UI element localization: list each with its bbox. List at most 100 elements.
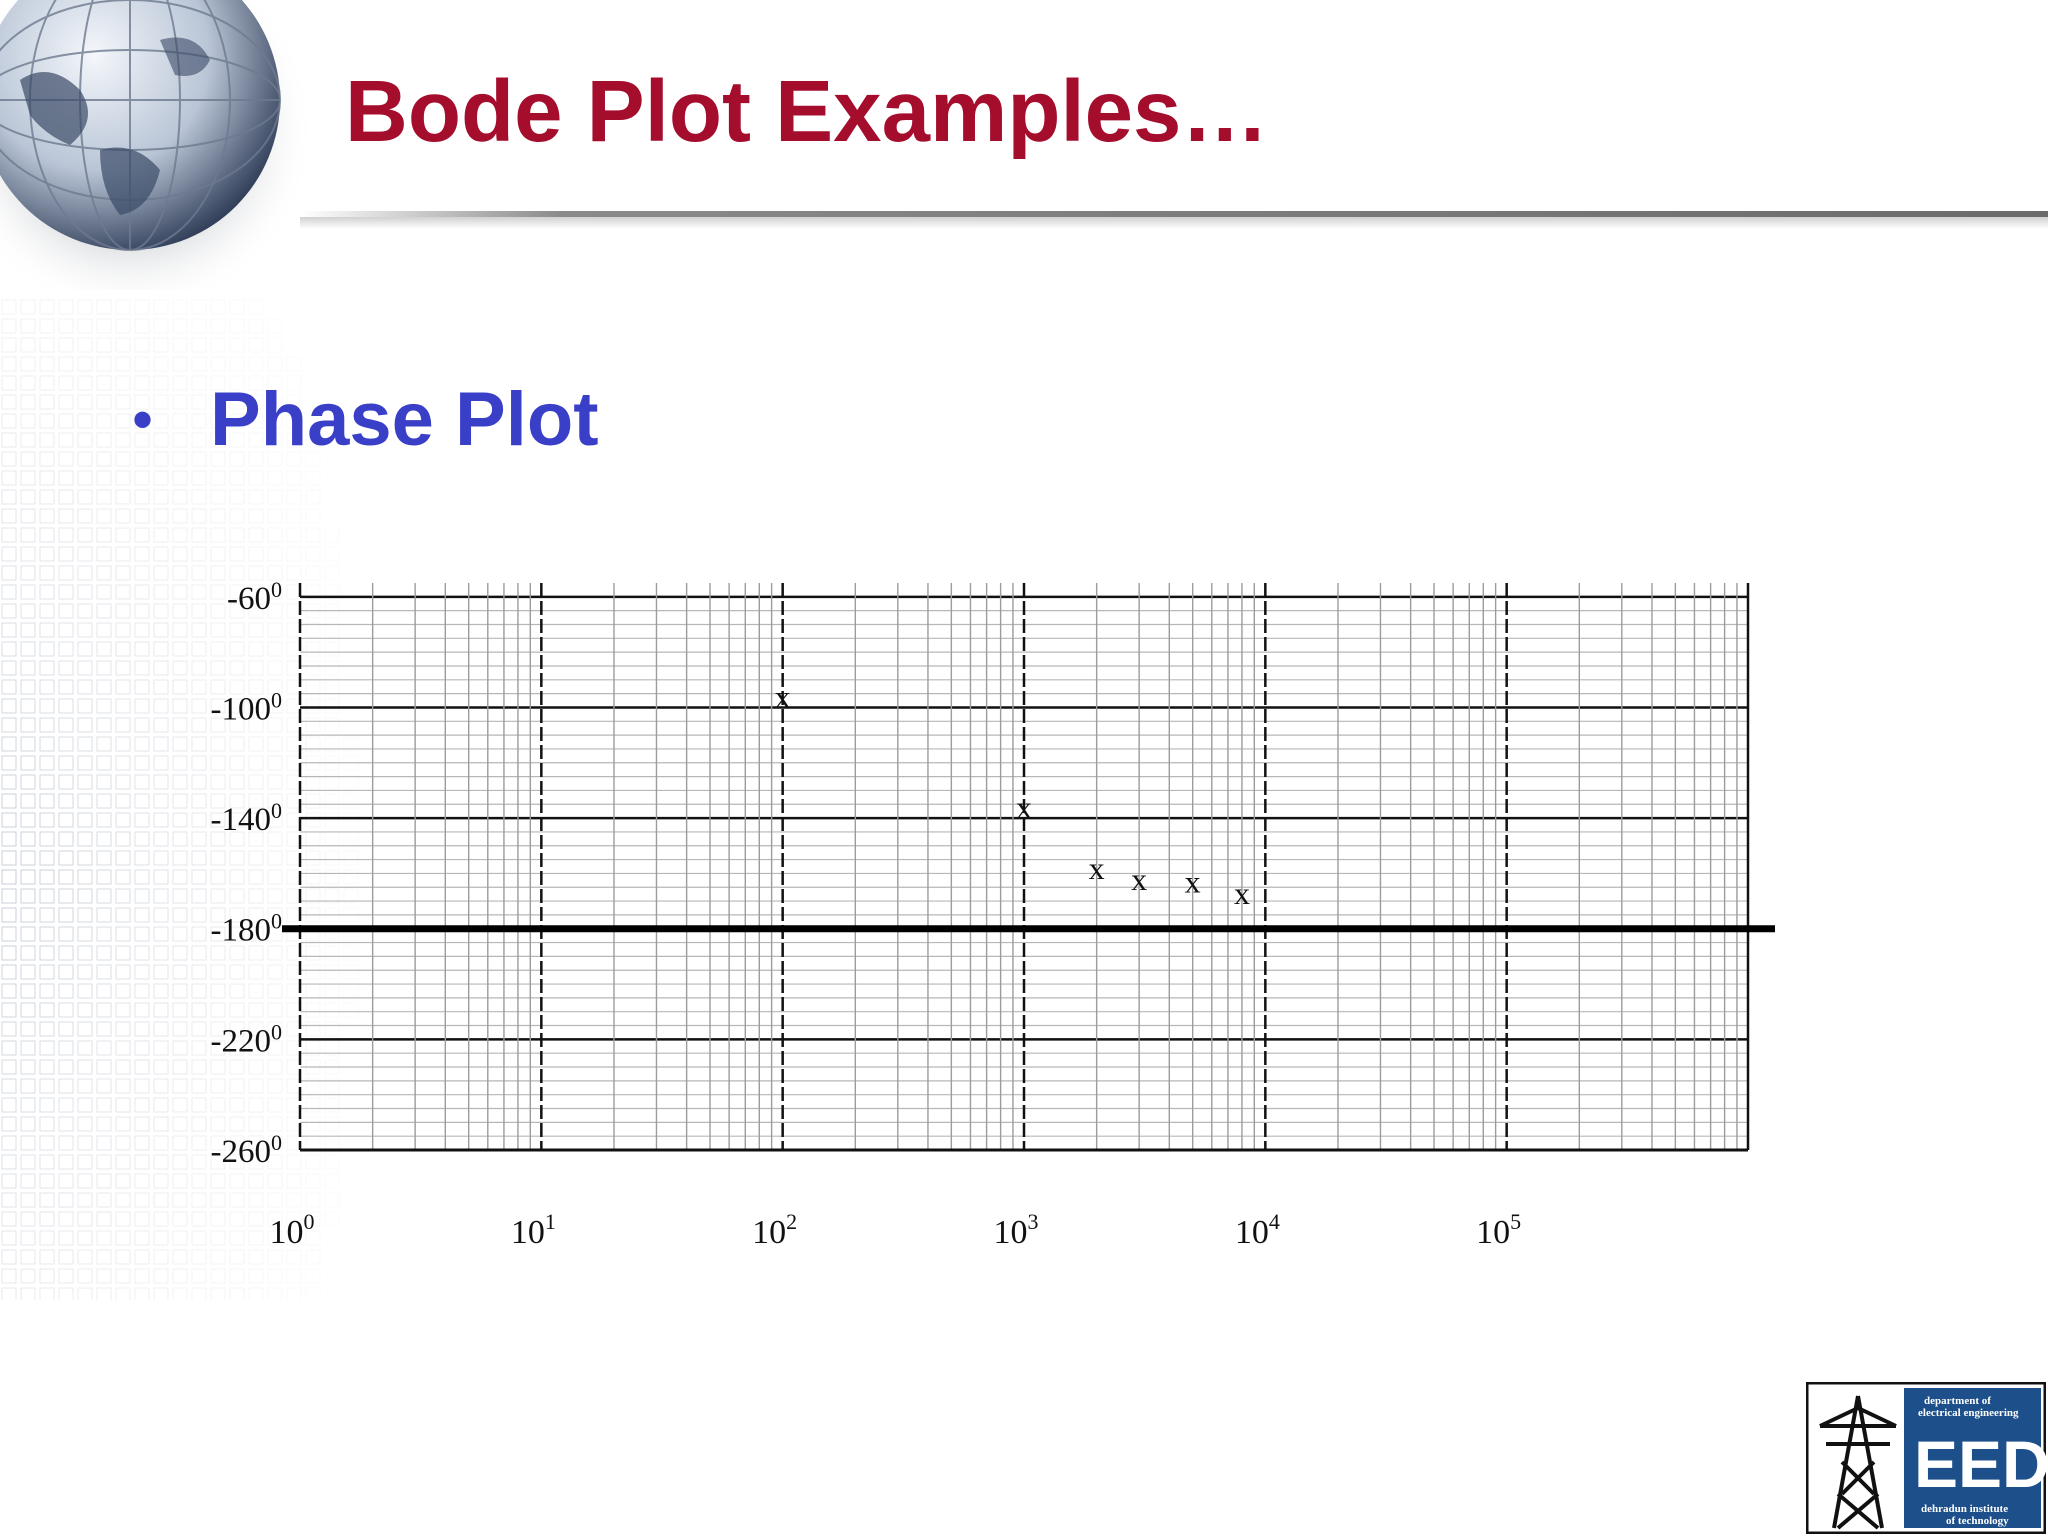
background-square bbox=[172, 660, 188, 676]
background-square bbox=[172, 508, 188, 524]
background-square bbox=[305, 793, 321, 809]
background-square bbox=[39, 1173, 55, 1189]
background-square bbox=[191, 1002, 207, 1018]
background-square bbox=[115, 679, 131, 695]
background-square bbox=[20, 888, 36, 904]
background-square bbox=[324, 565, 340, 581]
background-square bbox=[1, 1097, 17, 1113]
background-square bbox=[248, 831, 264, 847]
background-square bbox=[305, 1078, 321, 1094]
background-square bbox=[115, 698, 131, 714]
background-square bbox=[324, 641, 340, 657]
background-square bbox=[248, 1097, 264, 1113]
data-point-marker: x bbox=[775, 678, 791, 714]
background-square bbox=[1, 413, 17, 429]
background-square bbox=[191, 546, 207, 562]
background-square bbox=[134, 1059, 150, 1075]
background-square bbox=[324, 736, 340, 752]
background-square bbox=[229, 470, 245, 486]
background-square bbox=[210, 318, 226, 334]
background-square bbox=[248, 926, 264, 942]
background-square bbox=[1, 926, 17, 942]
background-square bbox=[77, 888, 93, 904]
background-square bbox=[96, 1116, 112, 1132]
background-square bbox=[305, 432, 321, 448]
background-square bbox=[153, 641, 169, 657]
background-square bbox=[20, 451, 36, 467]
background-square bbox=[210, 603, 226, 619]
background-square bbox=[172, 584, 188, 600]
background-square bbox=[172, 698, 188, 714]
background-square bbox=[210, 527, 226, 543]
background-square bbox=[58, 1154, 74, 1170]
background-square bbox=[286, 1192, 302, 1208]
background-grid-pattern bbox=[1, 299, 359, 1300]
background-square bbox=[172, 717, 188, 733]
background-square bbox=[96, 736, 112, 752]
background-square bbox=[1, 1135, 17, 1151]
background-square bbox=[115, 451, 131, 467]
background-square bbox=[134, 1249, 150, 1265]
background-square bbox=[96, 869, 112, 885]
background-square bbox=[1, 774, 17, 790]
background-square bbox=[191, 1192, 207, 1208]
background-square bbox=[248, 793, 264, 809]
background-square bbox=[191, 1287, 207, 1300]
background-square bbox=[20, 1154, 36, 1170]
background-square bbox=[134, 584, 150, 600]
background-square bbox=[20, 1002, 36, 1018]
background-square bbox=[115, 1135, 131, 1151]
background-square bbox=[229, 1268, 245, 1284]
background-square bbox=[58, 831, 74, 847]
background-square bbox=[96, 1287, 112, 1300]
background-square bbox=[267, 660, 283, 676]
background-square bbox=[286, 1287, 302, 1300]
background-square bbox=[1, 622, 17, 638]
background-square bbox=[172, 1249, 188, 1265]
background-square bbox=[210, 1268, 226, 1284]
background-square bbox=[134, 546, 150, 562]
background-square bbox=[229, 1249, 245, 1265]
background-square bbox=[77, 565, 93, 581]
background-square bbox=[96, 489, 112, 505]
background-square bbox=[286, 736, 302, 752]
background-square bbox=[39, 565, 55, 581]
background-square bbox=[229, 793, 245, 809]
background-square bbox=[58, 432, 74, 448]
logo-line-4: of technology bbox=[1946, 1515, 2009, 1527]
background-square bbox=[248, 451, 264, 467]
background-square bbox=[77, 413, 93, 429]
background-square bbox=[39, 793, 55, 809]
background-square bbox=[20, 1173, 36, 1189]
background-square bbox=[305, 1211, 321, 1227]
background-square bbox=[1, 1230, 17, 1246]
background-square bbox=[267, 945, 283, 961]
background-square bbox=[267, 356, 283, 372]
background-square bbox=[191, 451, 207, 467]
background-square bbox=[248, 679, 264, 695]
background-square bbox=[115, 831, 131, 847]
background-square bbox=[20, 926, 36, 942]
background-square bbox=[210, 470, 226, 486]
background-square bbox=[20, 299, 36, 315]
background-square bbox=[324, 1154, 340, 1170]
background-square bbox=[191, 603, 207, 619]
background-square bbox=[20, 318, 36, 334]
background-square bbox=[248, 470, 264, 486]
background-square bbox=[305, 451, 321, 467]
background-square bbox=[58, 736, 74, 752]
background-square bbox=[248, 641, 264, 657]
background-square bbox=[115, 1154, 131, 1170]
logo-line-2: electrical engineering bbox=[1918, 1407, 2019, 1419]
background-square bbox=[267, 584, 283, 600]
background-square bbox=[229, 1192, 245, 1208]
background-square bbox=[286, 1230, 302, 1246]
background-square bbox=[1, 1021, 17, 1037]
background-square bbox=[39, 1287, 55, 1300]
background-square bbox=[134, 755, 150, 771]
background-square bbox=[96, 337, 112, 353]
background-square bbox=[77, 907, 93, 923]
background-square bbox=[115, 1249, 131, 1265]
background-square bbox=[286, 432, 302, 448]
background-square bbox=[115, 755, 131, 771]
